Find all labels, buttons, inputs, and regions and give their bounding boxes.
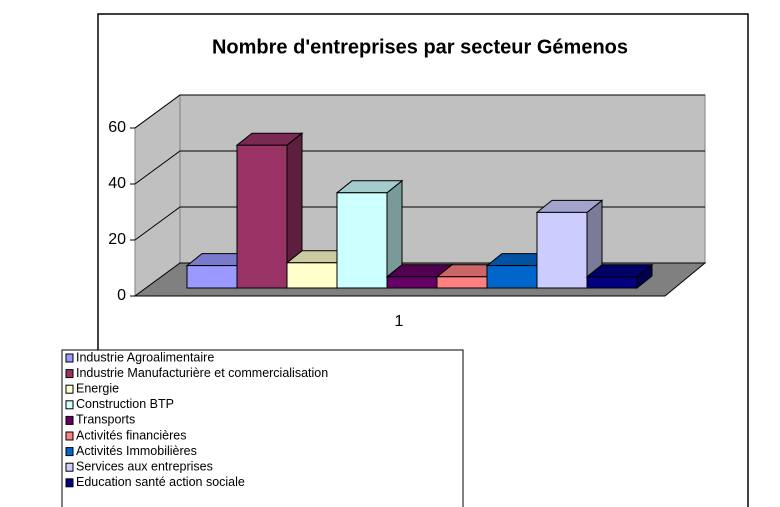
legend-box bbox=[61, 349, 464, 507]
grid-line bbox=[134, 206, 705, 241]
bar bbox=[536, 211, 588, 289]
grid-line bbox=[134, 150, 705, 185]
legend-swatch bbox=[65, 369, 74, 379]
y-tick-label: 40 bbox=[108, 175, 126, 192]
grid-line bbox=[134, 94, 705, 129]
legend-label: Activités Immobilières bbox=[76, 444, 197, 458]
legend-label: Education santé action sociale bbox=[76, 475, 245, 489]
chart-title: Nombre d'entreprises par secteur Gémenos bbox=[212, 36, 628, 58]
bar bbox=[236, 144, 288, 289]
legend-swatch bbox=[65, 415, 74, 425]
legend-swatch bbox=[65, 431, 74, 441]
bar bbox=[286, 262, 338, 289]
bar bbox=[186, 265, 238, 289]
legend-swatch bbox=[65, 384, 74, 394]
legend-label: Construction BTP bbox=[76, 397, 174, 411]
bar bbox=[336, 192, 388, 289]
legend-swatch bbox=[65, 478, 74, 488]
bar bbox=[386, 276, 438, 289]
side-wall bbox=[134, 94, 181, 297]
legend-swatch bbox=[65, 447, 74, 457]
bar bbox=[586, 276, 638, 289]
x-tick-label: 1 bbox=[395, 313, 404, 330]
legend-label: Energie bbox=[76, 381, 119, 395]
legend-label: Transports bbox=[76, 413, 135, 427]
bar bbox=[436, 276, 488, 289]
legend-label: Activités financières bbox=[76, 428, 186, 442]
y-tick-label: 60 bbox=[108, 119, 126, 136]
y-tick-label: 20 bbox=[108, 231, 126, 248]
bar bbox=[486, 265, 538, 289]
legend-label: Industrie Agroalimentaire bbox=[76, 350, 214, 364]
legend-label: Industrie Manufacturière et commercialis… bbox=[76, 366, 328, 380]
legend-swatch bbox=[65, 353, 74, 363]
y-tick-label: 0 bbox=[117, 287, 126, 304]
legend-label: Services aux entreprises bbox=[76, 459, 213, 473]
legend-swatch bbox=[65, 400, 74, 410]
legend-swatch bbox=[65, 462, 74, 472]
